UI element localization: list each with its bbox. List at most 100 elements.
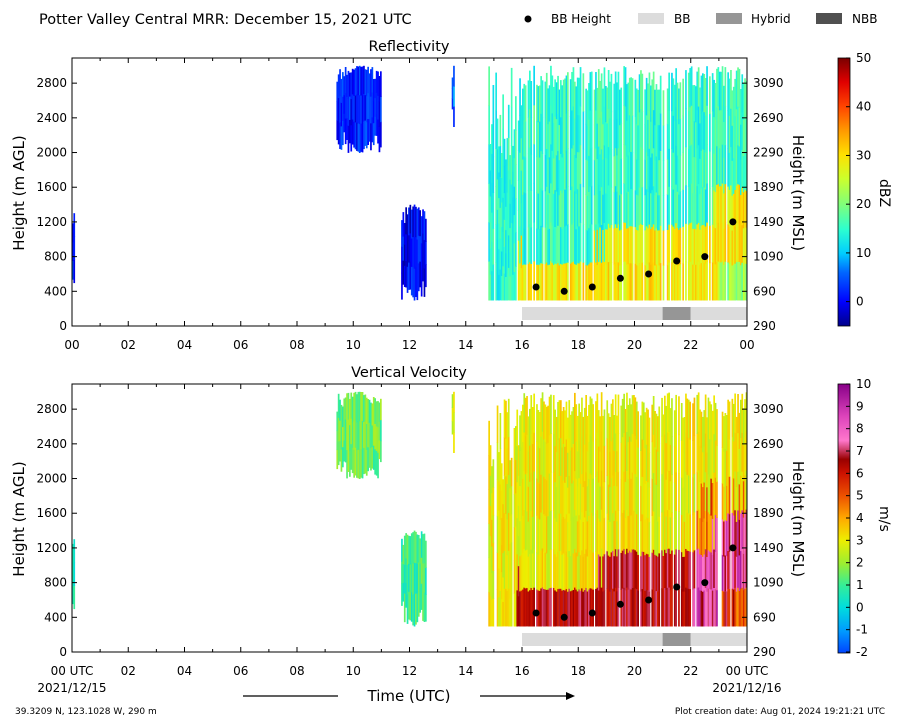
echo-cell (664, 510, 666, 550)
echo-cell (714, 402, 717, 441)
echo-cell (655, 264, 658, 301)
echo-cell (693, 511, 696, 551)
echo-cell (671, 186, 673, 225)
echo-cell (509, 227, 511, 253)
echo-cell (375, 450, 378, 476)
echo-cell (711, 110, 714, 150)
echo-cell (737, 261, 739, 301)
echo-cell (676, 263, 679, 301)
echo-cell (703, 262, 706, 301)
echo-cell (655, 555, 658, 592)
echo-cell (631, 226, 634, 264)
echo-cell (706, 144, 708, 184)
y-tick-label: 800 (44, 250, 67, 264)
echo-cell (741, 262, 744, 301)
echo-cell (732, 589, 735, 627)
echo-cell (560, 226, 562, 264)
echo-cell (599, 117, 601, 155)
echo-cell (716, 517, 718, 555)
echo-cell (524, 156, 527, 194)
echo-cell (538, 519, 541, 556)
echo-cell (692, 588, 694, 627)
echo-cell (510, 485, 513, 515)
echo-cell (512, 145, 514, 173)
echo-cell (367, 92, 369, 120)
echo-cell (645, 480, 648, 518)
echo-cell (661, 550, 663, 589)
echo-cell (555, 191, 558, 228)
echo-cell (500, 517, 503, 546)
echo-cell (561, 228, 564, 265)
echo-cell (678, 587, 680, 627)
echo-cell (709, 262, 711, 301)
echo-cell (579, 67, 582, 107)
vertical-velocity-axes: 00 UTC 02 04 06 08 10 12 14 16 18 20 22 00 UTC040080… (36, 384, 784, 678)
echo-cell (592, 589, 594, 627)
echo-cell (363, 65, 365, 94)
echo-cell (603, 144, 606, 185)
echo-cell (574, 81, 576, 119)
echo-cell (365, 95, 368, 123)
echo-cell (374, 78, 376, 99)
echo-cell (527, 451, 530, 487)
echo-cell (711, 482, 714, 519)
figure-title: Potter Valley Central MRR: December 15, … (39, 12, 412, 28)
echo-cell (564, 554, 566, 591)
echo-cell (641, 401, 644, 440)
echo-cell (554, 481, 556, 519)
echo-cell (402, 563, 405, 583)
echo-cell (731, 195, 734, 231)
echo-cell (409, 232, 412, 262)
echo-cell (567, 487, 569, 523)
header-legend: BB Height BB Hybrid NBB (524, 12, 877, 26)
echo-cell (745, 587, 748, 627)
echo-cell (725, 415, 728, 451)
echo-cell (745, 190, 748, 228)
echo-cell (419, 587, 421, 613)
echo-cell (742, 444, 745, 482)
echo-cell (662, 485, 665, 521)
echo-cell (605, 86, 607, 123)
echo-cell (560, 400, 562, 439)
echo-cell (423, 562, 426, 593)
echo-cell (529, 481, 531, 518)
echo-cell (569, 520, 572, 557)
echo-cell (419, 235, 421, 262)
echo-cell (413, 236, 416, 269)
echo-cell (401, 583, 403, 606)
echo-cell (720, 71, 722, 111)
echo-cell (558, 124, 561, 161)
echo-cell (403, 244, 406, 266)
echo-cell (628, 474, 631, 513)
echo-cell (589, 396, 592, 436)
echo-cell (683, 451, 686, 488)
echo-cell (716, 445, 718, 482)
echo-cell (409, 261, 412, 290)
echo-cell (336, 81, 339, 102)
echo-cell (374, 423, 376, 450)
echo-cell (716, 589, 718, 627)
echo-cell (735, 185, 738, 224)
x-tick-label: 00 UTC (51, 664, 94, 678)
dbz-colorbar-label: dBZ (876, 179, 892, 207)
echo-cell (602, 485, 604, 522)
echo-cell (623, 509, 625, 550)
echo-cell (630, 552, 632, 590)
y-tick-label: 0 (59, 319, 67, 333)
echo-cell (567, 186, 569, 225)
echo-cell (550, 471, 552, 511)
echo-cell (616, 590, 618, 627)
colorbar-tick-label: 20 (856, 197, 871, 211)
echo-cell (579, 554, 582, 591)
echo-cell (702, 451, 704, 488)
echo-cell (515, 96, 517, 131)
echo-cell (597, 69, 600, 109)
echo-cell (617, 471, 620, 511)
echo-cell (597, 554, 600, 591)
echo-cell (689, 401, 691, 440)
echo-cell (530, 81, 533, 118)
echo-cell (607, 70, 610, 109)
echo-cell (346, 421, 348, 451)
echo-cell (505, 276, 507, 301)
echo-cell (700, 590, 703, 627)
